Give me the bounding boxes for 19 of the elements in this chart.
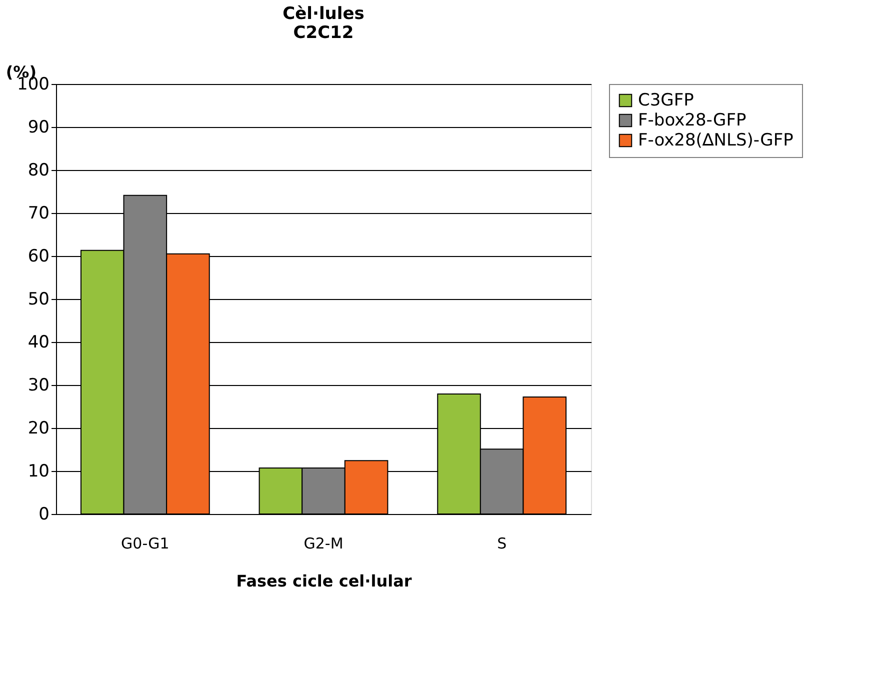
y-tick-label: 40 <box>28 332 50 352</box>
x-axis-title: Fases cicle cel·lular <box>236 572 412 590</box>
text: C2C12 <box>293 23 354 43</box>
text: Cèl·lules <box>282 4 364 24</box>
y-tick-label: 70 <box>28 204 50 224</box>
y-tick-label: 30 <box>28 376 50 396</box>
y-tick-label: 60 <box>28 246 50 266</box>
y-tick-label: 10 <box>28 462 50 482</box>
y-tick-label: 50 <box>28 290 50 310</box>
legend-label: C3GFP <box>638 90 694 110</box>
legend-label: F-ox28(∆NLS)-GFP <box>638 130 794 150</box>
x-tick-label: G2-M <box>304 534 344 552</box>
y-tick-label: 0 <box>38 504 50 524</box>
x-tick-label: G0-G1 <box>121 534 170 552</box>
legend-label: F-box28-GFP <box>638 110 746 130</box>
y-tick-label: 80 <box>28 160 50 180</box>
y-tick-label: 90 <box>28 118 50 138</box>
y-tick-label: 20 <box>28 418 50 438</box>
x-tick-label: S <box>497 534 507 552</box>
